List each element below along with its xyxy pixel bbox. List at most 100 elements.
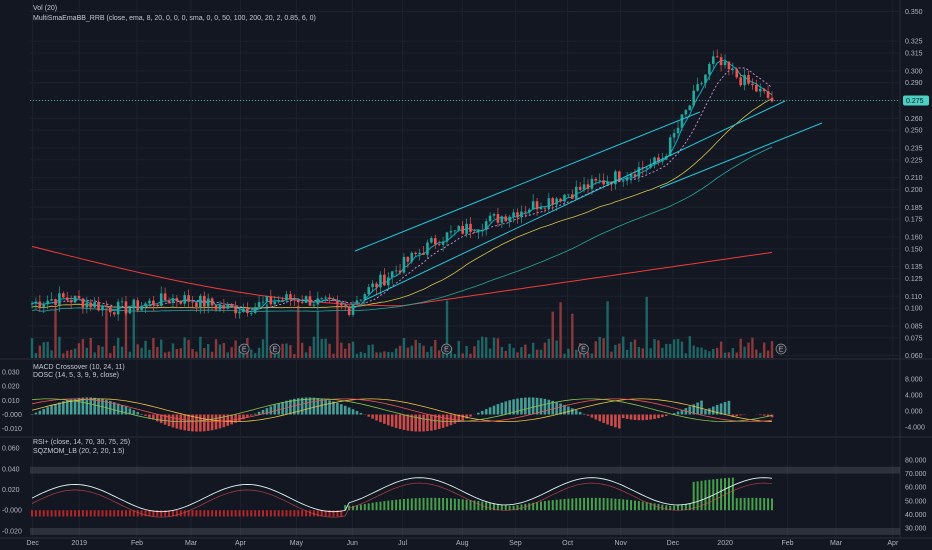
macd-histogram-bar	[238, 414, 241, 422]
x-axis-label: Apr	[235, 540, 247, 547]
candle-body	[304, 296, 308, 303]
price-axis-tick: 0.325	[905, 39, 923, 46]
candle-body	[469, 223, 472, 232]
macd-histogram-bar	[614, 414, 617, 428]
rsi-right-tick: 80.000	[905, 458, 927, 465]
volume-bar	[277, 349, 280, 358]
legend-dosc: DOSC (14, 5, 3, 9, 9, close)	[33, 372, 119, 379]
earnings-event-marker[interactable]	[269, 343, 281, 355]
macd-histogram-bar	[191, 414, 194, 432]
macd-histogram-bar	[183, 414, 186, 431]
volume-bar	[594, 341, 598, 358]
squeeze-momentum-bar	[579, 497, 582, 511]
squeeze-momentum-bar	[132, 510, 135, 517]
candle-body	[747, 75, 750, 84]
channel-support-line	[659, 122, 823, 189]
volume-bar	[488, 348, 492, 358]
volume-bar	[285, 343, 288, 358]
earnings-event-marker[interactable]	[775, 343, 787, 355]
rsi-right-tick: 40.000	[905, 512, 927, 519]
macd-histogram-bar	[704, 410, 707, 415]
candle-body	[58, 293, 61, 305]
squeeze-momentum-bar	[152, 510, 155, 517]
macd-histogram-bar	[606, 414, 609, 425]
volume-bar	[696, 347, 699, 358]
candle-body	[645, 167, 649, 169]
squeeze-momentum-bar	[121, 510, 124, 517]
macd-histogram-bar	[516, 398, 519, 415]
squeeze-momentum-bar	[720, 478, 723, 511]
macd-histogram-bar	[281, 401, 284, 415]
volume-bar	[46, 341, 49, 358]
volume-bar	[625, 349, 629, 358]
candle-body	[723, 61, 727, 66]
squeeze-momentum-bar	[273, 510, 276, 517]
volume-bar	[128, 351, 132, 358]
volume-bar	[250, 349, 253, 358]
squeeze-momentum-bar	[724, 478, 727, 511]
macd-histogram-bar	[328, 400, 331, 415]
candle-body	[700, 83, 703, 85]
candle-body	[336, 300, 339, 304]
squeeze-momentum-bar	[89, 510, 92, 517]
squeeze-momentum-bar	[739, 497, 742, 511]
candle-body	[422, 252, 425, 255]
macd-histogram-bar	[410, 414, 414, 432]
candle-body	[289, 294, 292, 300]
squeeze-momentum-bar	[328, 510, 331, 517]
squeeze-momentum-bar	[680, 504, 683, 511]
macd-histogram-bar	[657, 414, 660, 419]
squeeze-momentum-bar	[759, 497, 762, 511]
candle-body	[105, 305, 108, 308]
earnings-event-marker[interactable]	[238, 343, 250, 355]
macd-histogram-bar	[293, 398, 296, 415]
volume-bar	[602, 338, 605, 358]
price-axis-tick: 0.260	[905, 116, 923, 123]
rsi-overbought-band	[30, 466, 900, 474]
squeeze-momentum-bar	[551, 500, 554, 511]
squeeze-momentum-bar	[85, 510, 88, 517]
macd-histogram-bar	[351, 409, 355, 415]
candle-body	[155, 305, 159, 307]
macd-histogram-bar	[711, 406, 715, 415]
rsi-panel[interactable]	[30, 466, 900, 535]
candle-body	[132, 300, 136, 309]
squeeze-momentum-bar	[485, 502, 488, 511]
squeeze-momentum-bar	[653, 503, 656, 511]
squeeze-momentum-bar	[461, 499, 464, 511]
macd-histogram-bar	[300, 397, 304, 415]
macd-left-tick: 0.020	[2, 384, 20, 391]
macd-panel[interactable]	[30, 397, 774, 432]
price-axis-tick: 0.110	[905, 294, 922, 301]
candle-body	[520, 211, 523, 218]
rsi-left-tick: -0.000	[2, 508, 22, 515]
squeeze-momentum-bar	[755, 497, 758, 511]
candle-body	[261, 301, 265, 303]
squeeze-momentum-bar	[269, 510, 272, 517]
rsi-left-tick: -0.020	[2, 528, 22, 535]
legend-vol: Vol (20)	[33, 5, 57, 12]
squeeze-momentum-bar	[438, 497, 441, 511]
axes: Dec 2019 Feb Mar Apr May Jun Jul Aug Sep Oct Nov Dec…	[2, 9, 927, 547]
macd-histogram-bar	[30, 414, 34, 416]
volume-bar	[434, 339, 437, 358]
squeeze-momentum-bar	[168, 510, 171, 517]
volume-bar	[441, 352, 445, 358]
squeeze-momentum-bar	[716, 478, 719, 511]
macd-histogram-bar	[563, 404, 566, 415]
squeeze-momentum-bar	[422, 497, 425, 511]
squeeze-momentum-bar	[218, 510, 221, 517]
candle-body	[183, 295, 186, 304]
macd-histogram-bar	[347, 407, 351, 415]
macd-histogram-bar	[269, 406, 273, 415]
candle-body	[661, 159, 664, 162]
x-axis-label: Sep	[509, 540, 522, 547]
earnings-event-marker[interactable]	[578, 343, 589, 355]
earnings-event-marker[interactable]	[441, 343, 452, 355]
rsi-right-tick: 60.000	[905, 485, 927, 492]
volume-bar	[54, 308, 57, 358]
macd-histogram-bar	[641, 414, 645, 421]
squeeze-momentum-bar	[637, 501, 640, 511]
